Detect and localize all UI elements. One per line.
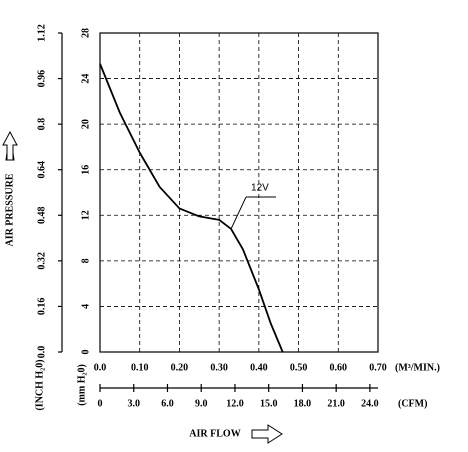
x-tick-label: 0.50 bbox=[290, 362, 308, 373]
y-tick-label: 24 bbox=[80, 74, 91, 84]
x-arrow bbox=[251, 424, 283, 444]
x2-unit: (CFM) bbox=[398, 398, 427, 409]
label-leader bbox=[230, 196, 247, 230]
y-tick-label: 20 bbox=[80, 119, 91, 129]
y2-tick-label: 0.32 bbox=[36, 252, 47, 270]
x-tick-label: 0.0 bbox=[94, 362, 107, 373]
y-arrow bbox=[2, 130, 18, 161]
y-tick-label: 4 bbox=[80, 304, 91, 309]
x-tick-label: 0.40 bbox=[250, 362, 268, 373]
x2-tick-label: 0 bbox=[98, 398, 103, 409]
y-tick-label: 16 bbox=[80, 165, 91, 175]
x2-tick-label: 9.0 bbox=[195, 398, 208, 409]
y-unit: (mm H₂0) bbox=[76, 364, 87, 406]
y-tick-label: 0 bbox=[80, 350, 91, 355]
series-label: 12V bbox=[251, 183, 269, 194]
y2-tick-label: 0.64 bbox=[36, 161, 47, 179]
y-tick-label: 12 bbox=[80, 210, 91, 220]
x2-tick-label: 15.0 bbox=[260, 398, 278, 409]
x-tick-label: 0.70 bbox=[369, 362, 387, 373]
plot-frame bbox=[99, 32, 379, 353]
x-tick-label: 0.10 bbox=[131, 362, 149, 373]
y2-tick-label: 0.8 bbox=[36, 118, 47, 130]
x2-tick-label: 24.0 bbox=[361, 398, 379, 409]
y2-unit: (INCH H₂0) bbox=[34, 359, 45, 410]
y-tick-label: 8 bbox=[80, 258, 91, 263]
y2-tick-label: 0.48 bbox=[36, 207, 47, 225]
x2-tick-label: 3.0 bbox=[127, 398, 140, 409]
x-title: AIR FLOW bbox=[189, 428, 240, 439]
y2-tick-label: 0.0 bbox=[36, 346, 47, 359]
y2-tick-label: 0.96 bbox=[36, 70, 47, 88]
x2-tick-label: 18.0 bbox=[294, 398, 312, 409]
x-unit: (M³/MIN.) bbox=[395, 362, 440, 373]
y2-tick-label: 0.16 bbox=[36, 298, 47, 316]
x-tick-label: 0.60 bbox=[330, 362, 348, 373]
y-tick-label: 28 bbox=[80, 28, 91, 38]
x-tick-label: 0.30 bbox=[210, 362, 228, 373]
y-title: AIR PRESSURE bbox=[4, 173, 15, 246]
curve bbox=[99, 63, 284, 353]
x2-tick-label: 12.0 bbox=[226, 398, 244, 409]
x2-tick-label: 6.0 bbox=[161, 398, 174, 409]
x-tick-label: 0.20 bbox=[171, 362, 189, 373]
x2-tick-label: 21.0 bbox=[327, 398, 345, 409]
y2-tick-label: 1.12 bbox=[36, 24, 47, 42]
